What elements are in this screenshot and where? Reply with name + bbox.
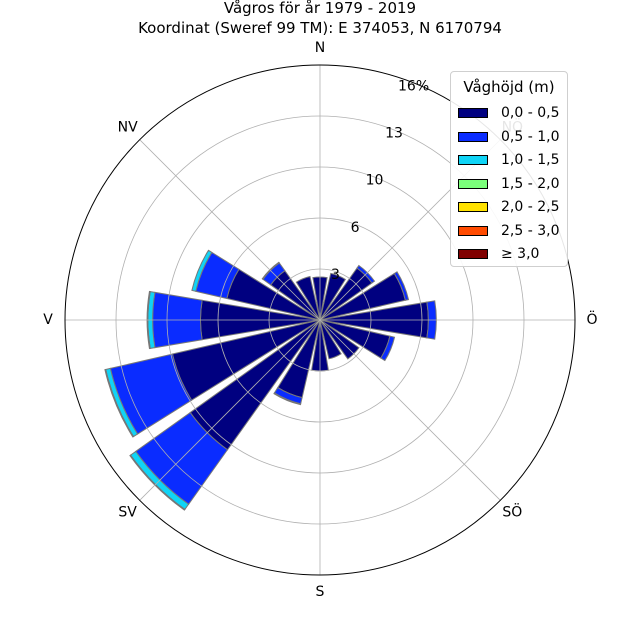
legend-item: 0,5 - 1,0 — [458, 127, 559, 147]
grid-spoke — [319, 319, 501, 501]
legend-item: 2,0 - 2,5 — [458, 197, 559, 217]
direction-label-e: Ö — [586, 310, 597, 328]
grid-spoke — [139, 319, 321, 501]
outer-frame — [64, 64, 576, 576]
sector-bar-315-2 — [261, 261, 280, 280]
legend-item: 0,0 - 0,5 — [458, 103, 559, 123]
sector-bar-225-3 — [129, 454, 186, 511]
radial-tick-label: 16% — [398, 78, 429, 94]
legend-swatch — [458, 249, 488, 259]
legend-item: 2,5 - 3,0 — [458, 221, 559, 241]
legend: Våghöjd (m) 0,0 - 0,5 0,5 - 1,0 1,0 - 1,5 1… — [450, 71, 568, 267]
radial-tick-label: 10 — [366, 173, 384, 189]
legend-title: Våghöjd (m) — [463, 78, 555, 96]
legend-swatch — [458, 155, 488, 165]
direction-label-w: V — [43, 312, 53, 328]
sector-bar-22.5-0 — [319, 272, 347, 321]
direction-label-nw: NV — [118, 120, 138, 136]
legend-label: 2,5 - 3,0 — [501, 222, 560, 239]
chart-subtitle: Koordinat (Sweref 99 TM): E 374053, N 61… — [138, 19, 502, 37]
sector-bar-270-3 — [146, 290, 151, 350]
sector-bar-202.5-2 — [273, 392, 302, 406]
direction-label-se: SÖ — [502, 502, 522, 520]
legend-label: 2,0 - 2,5 — [501, 199, 560, 215]
sector-bar-247.5-3 — [104, 368, 135, 438]
direction-label-sw: SV — [118, 504, 137, 520]
sector-bar-112.5-1 — [380, 335, 396, 362]
radial-tick-label: 6 — [351, 220, 360, 236]
polar-grid — [64, 64, 576, 576]
legend-item: ≥ 3,0 — [458, 244, 539, 264]
legend-swatch — [458, 108, 488, 118]
sector-bar-292.5-2 — [191, 249, 213, 292]
legend-label: 1,5 - 2,0 — [501, 175, 560, 192]
sector-bar-157.5-0 — [319, 319, 342, 360]
legend-swatch — [458, 131, 488, 142]
legend-label: 0,5 - 1,0 — [501, 128, 560, 145]
legend-label: 0,0 - 0,5 — [501, 105, 560, 121]
legend-label: ≥ 3,0 — [501, 246, 540, 262]
direction-label-n: N — [315, 40, 325, 56]
legend-swatch — [458, 178, 488, 189]
legend-item: 1,0 - 1,5 — [458, 150, 559, 170]
legend-swatch — [458, 202, 488, 212]
grid-spoke — [139, 139, 321, 321]
legend-item: 1,5 - 2,0 — [458, 174, 559, 194]
direction-label-s: S — [316, 584, 325, 600]
sector-bar-67.5-1 — [393, 271, 410, 301]
sector-bar-337.5-0 — [295, 275, 321, 321]
legend-label: 1,0 - 1,5 — [501, 152, 560, 168]
radial-tick-label: 3 — [331, 267, 340, 283]
chart-title: Vågros för år 1979 - 2019 — [223, 0, 417, 17]
sector-bars — [104, 249, 437, 511]
legend-swatch — [458, 225, 488, 236]
radial-tick-label: 13 — [385, 126, 403, 142]
